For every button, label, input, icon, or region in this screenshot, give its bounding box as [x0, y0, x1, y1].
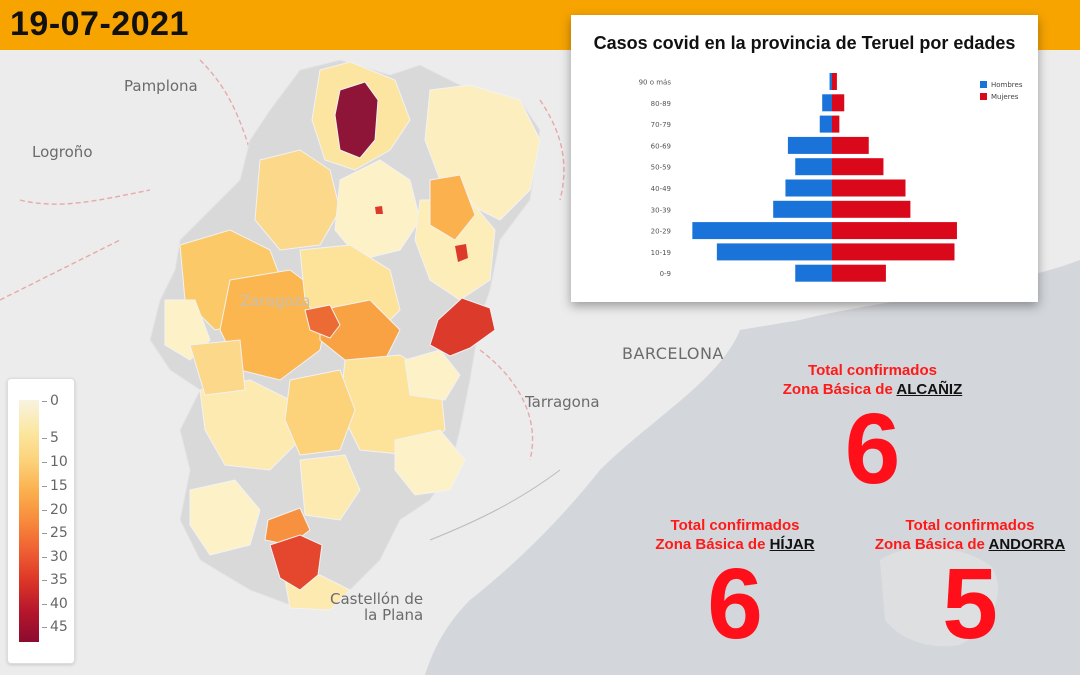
stat-zone-line: Zona Básica de HÍJAR — [620, 535, 850, 554]
city-label-zaragoza: Zaragoza — [240, 292, 311, 310]
city-label-logrono: Logroño — [32, 143, 93, 161]
legend-label: Hombres — [991, 81, 1023, 89]
legend-tick: 5 — [42, 431, 59, 445]
legend-tick: 15 — [42, 479, 68, 493]
stat-label: Total confirmados — [670, 517, 800, 534]
bar-hombres — [692, 222, 832, 240]
legend-tick: 40 — [42, 597, 68, 611]
bar-hombres — [822, 94, 832, 112]
color-legend: 0 5 10 15 20 25 30 35 40 45 — [7, 378, 75, 664]
age-label: 70-79 — [651, 121, 671, 129]
stat-prefix: Zona Básica de — [874, 536, 985, 553]
age-label: 90 o más — [639, 79, 672, 87]
city-label-barcelona: BARCELONA — [622, 344, 724, 363]
bar-mujeres — [832, 73, 837, 90]
city-label-tarragona: Tarragona — [525, 393, 600, 411]
age-label: 20-29 — [651, 228, 671, 236]
stat-value: 6 — [844, 393, 901, 505]
chart-title: Casos covid en la provincia de Teruel po… — [593, 33, 1016, 53]
bar-mujeres — [832, 94, 845, 112]
legend-tick: 20 — [42, 503, 68, 517]
city-label-castellon-2: la Plana — [364, 606, 424, 624]
legend-tick: 35 — [42, 573, 68, 587]
bar-mujeres — [832, 115, 840, 133]
date-label: 19-07-2021 — [10, 5, 189, 43]
age-label: 0-9 — [660, 270, 671, 278]
bar-hombres — [795, 264, 832, 282]
stat-zone-line: Zona Básica de ANDORRA — [860, 535, 1080, 554]
stat-value: 6 — [707, 548, 763, 660]
legend-tick: 0 — [42, 394, 59, 408]
stat-alcaniz: Total confirmados Zona Básica de ALCAÑIZ… — [760, 361, 985, 499]
bar-mujeres — [832, 222, 957, 240]
bar-hombres — [787, 136, 832, 154]
legend-tick: 30 — [42, 550, 68, 564]
stat-zone-name: ANDORRA — [988, 536, 1066, 553]
bar-mujeres — [832, 200, 911, 218]
stat-prefix: Zona Básica de — [655, 536, 766, 553]
stat-hijar: Total confirmados Zona Básica de HÍJAR 6 — [620, 516, 850, 654]
bar-hombres — [829, 73, 832, 90]
stat-label: Total confirmados — [905, 517, 1035, 534]
age-label: 80-89 — [651, 100, 671, 108]
stat-andorra: Total confirmados Zona Básica de ANDORRA… — [860, 516, 1080, 654]
age-label: 40-49 — [651, 185, 671, 193]
city-label-castellon-1: Castellón de — [330, 590, 424, 608]
stat-zone-name: HÍJAR — [769, 536, 815, 553]
age-label: 60-69 — [651, 142, 671, 150]
age-pyramid-card: Casos covid en la provincia de Teruel po… — [571, 15, 1038, 302]
bar-hombres — [819, 115, 832, 133]
city-label-pamplona: Pamplona — [124, 77, 198, 95]
stat-label: Total confirmados — [808, 362, 937, 379]
stat-value: 5 — [942, 548, 998, 660]
stat-zone-line: Zona Básica de ALCAÑIZ — [760, 380, 985, 399]
legend-label: Mujeres — [991, 93, 1019, 101]
bar-mujeres — [832, 136, 869, 154]
bar-mujeres — [832, 158, 884, 176]
legend-swatch — [980, 93, 987, 100]
legend-tick: 10 — [42, 455, 68, 469]
legend-color-scale — [19, 400, 39, 642]
bar-mujeres — [832, 243, 955, 261]
bar-hombres — [785, 179, 832, 197]
legend-tick: 45 — [42, 620, 68, 634]
age-label: 50-59 — [651, 164, 671, 172]
bar-hombres — [773, 200, 832, 218]
age-label: 30-39 — [651, 206, 671, 214]
stat-zone-name: ALCAÑIZ — [896, 381, 963, 398]
legend-swatch — [980, 81, 987, 88]
bar-mujeres — [832, 264, 886, 282]
legend-tick: 25 — [42, 526, 68, 540]
age-label: 10-19 — [651, 249, 671, 257]
stat-prefix: Zona Básica de — [782, 381, 893, 398]
bar-hombres — [716, 243, 832, 261]
age-pyramid-chart: 90 o más 80-89 70-79 60-69 50-59 40-49 30-39 20… — [639, 73, 1023, 282]
bar-mujeres — [832, 179, 906, 197]
bar-hombres — [795, 158, 832, 176]
